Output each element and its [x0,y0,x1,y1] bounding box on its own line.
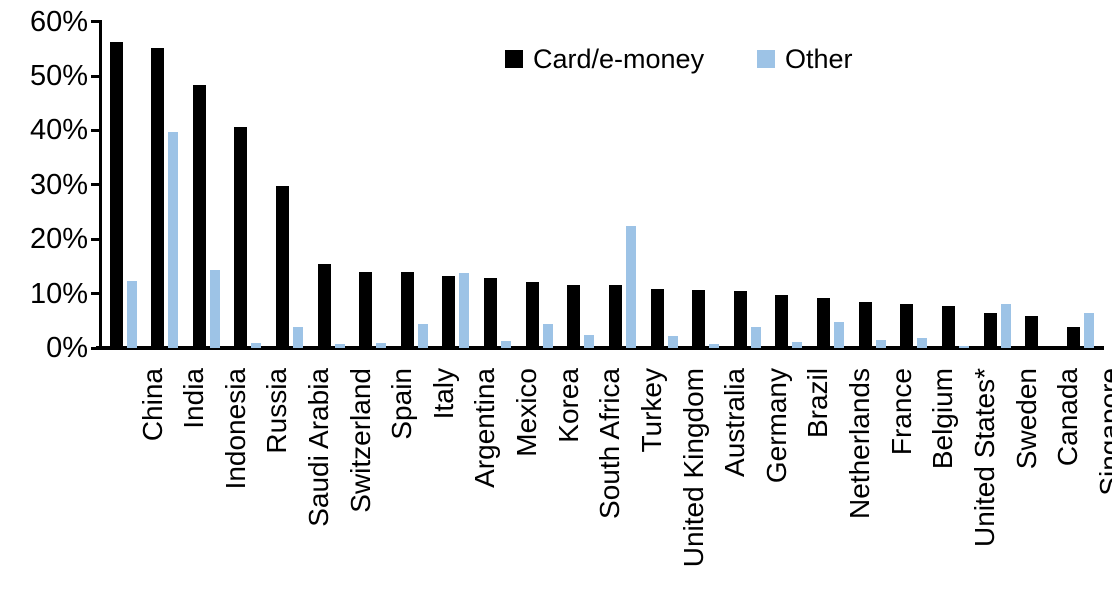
x-axis-label: Canada [1052,368,1084,467]
bar-other [459,272,470,348]
bar-card-e-money [317,263,331,348]
y-tick-mark [91,183,101,187]
y-tick-mark [91,74,101,78]
x-axis-label: Belgium [927,368,959,470]
bar-card-e-money [525,282,539,348]
bar-card-e-money [941,305,955,348]
x-axis-label: Brazil [802,368,834,439]
bar-card-e-money [567,284,581,348]
x-axis-label: Australia [719,368,751,477]
x-axis-label: Argentina [469,368,501,488]
bar-card-e-money [109,41,123,348]
x-axis-label: Turkey [635,368,667,453]
bar-card-e-money [442,276,456,348]
legend: Card/e-money Other [0,40,1112,78]
bar-other [625,225,636,348]
x-axis-label: France [885,368,917,456]
bar-card-e-money [608,285,622,348]
y-axis-label: 20% [29,223,88,256]
legend-swatch-other [757,50,775,68]
bar-card-e-money [650,288,664,348]
x-axis-label: United States* [968,368,1000,547]
legend-swatch-card-e-money [505,50,523,68]
bar-card-e-money [733,290,747,348]
bar-other [168,132,179,348]
x-axis-label: Korea [552,368,584,443]
bar-card-e-money [983,313,997,348]
bar-other [376,343,387,348]
y-tick-mark [91,20,101,24]
y-tick-mark [91,128,101,132]
bar-other [750,326,761,348]
bar-card-e-money [692,289,706,348]
bar-other [709,343,720,348]
bar-card-e-money [1025,316,1039,348]
y-axis-label: 60% [29,5,88,38]
bar-card-e-money [192,85,206,348]
bar-other [126,281,137,348]
bar-other [501,341,512,348]
bar-other [334,344,345,348]
bar-other [1000,303,1011,348]
y-axis-label: 40% [29,114,88,147]
bar-card-e-money [400,272,414,348]
bar-card-e-money [275,185,289,348]
x-axis-label: Mexico [511,368,543,457]
bar-other [251,343,262,348]
x-axis-label: Germany [760,368,792,484]
x-axis-label: Singapore [1093,368,1112,496]
bar-other [917,337,928,348]
x-axis-label: Netherlands [844,368,876,519]
bar-other [209,269,220,348]
x-axis-label: China [136,368,168,442]
legend-item-other: Other [757,40,853,78]
x-axis-label: India [178,368,210,429]
bar-other [834,322,845,348]
bar-card-e-money [234,127,248,348]
bar-other [792,342,803,348]
x-axis-label: South Africa [594,368,626,519]
legend-item-card-e-money: Card/e-money [505,40,704,78]
bar-card-e-money [817,298,831,348]
bar-other [875,340,886,348]
bar-card-e-money [1066,326,1080,348]
bar-other [958,346,969,348]
y-tick-mark [91,346,101,350]
bar-card-e-money [359,271,373,348]
bar-other [417,324,428,348]
x-axis-label: Switzerland [344,368,376,513]
x-axis-label: Saudi Arabia [302,368,334,527]
bar-other [292,327,303,348]
x-axis-label: Sweden [1010,368,1042,470]
bar-other [667,336,678,348]
bar-card-e-money [151,47,165,348]
bar-card-e-money [858,301,872,348]
y-tick-mark [91,237,101,241]
y-axis-label: 30% [29,168,88,201]
x-axis-line [96,346,1104,350]
bar-card-e-money [775,294,789,348]
bar-other [542,323,553,348]
y-axis-label: 50% [29,60,88,92]
bar-other [584,335,595,348]
bar-other [1083,312,1094,348]
x-axis-label: Spain [386,368,418,440]
x-axis-label: Russia [261,368,293,454]
y-tick-mark [91,292,101,296]
y-axis-label: 0% [46,332,88,364]
legend-label-card-e-money: Card/e-money [533,43,705,74]
bar-card-e-money [900,304,914,348]
x-axis-label: Indonesia [219,368,251,490]
x-axis-label: United Kingdom [677,368,709,568]
bar-card-e-money [484,278,498,348]
y-axis-label: 10% [29,277,88,310]
x-axis-label: Italy [427,368,459,420]
legend-label-other: Other [785,43,853,74]
